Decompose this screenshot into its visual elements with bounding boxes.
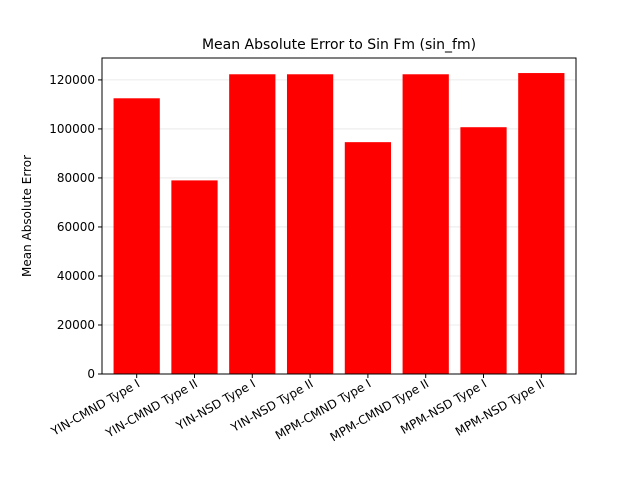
y-tick-label: 80000 bbox=[57, 171, 95, 185]
plot-frame bbox=[101, 57, 577, 375]
y-axis-ticks: 0 20000 40000 60000 80000 100000 120000 bbox=[49, 73, 102, 381]
y-tick-label: 40000 bbox=[57, 269, 95, 283]
x-tick-label: MPM-CMND Type II bbox=[328, 376, 432, 444]
bar bbox=[344, 142, 392, 374]
axes bbox=[101, 57, 577, 375]
y-tick-label: 0 bbox=[87, 367, 95, 381]
bar bbox=[518, 73, 565, 375]
chart-title: Mean Absolute Error to Sin Fm (sin_fm) bbox=[202, 37, 476, 53]
y-tick-label: 20000 bbox=[57, 318, 95, 332]
x-tick-label: MPM-CMND Type I bbox=[273, 376, 373, 442]
bar bbox=[113, 98, 160, 374]
bar bbox=[171, 180, 218, 374]
y-tick-label: 100000 bbox=[49, 122, 95, 136]
y-tick-label: 120000 bbox=[49, 73, 95, 87]
bar bbox=[229, 74, 276, 374]
bar bbox=[286, 74, 334, 374]
y-axis-label: Mean Absolute Error bbox=[20, 155, 34, 277]
bar bbox=[460, 127, 507, 374]
bar bbox=[402, 74, 449, 374]
bars bbox=[113, 73, 565, 375]
y-tick-label: 60000 bbox=[57, 220, 95, 234]
